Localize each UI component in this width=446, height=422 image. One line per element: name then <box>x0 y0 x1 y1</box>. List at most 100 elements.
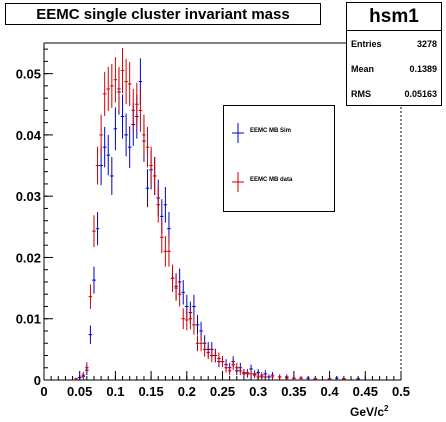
data-point-data <box>224 362 228 373</box>
data-point-data <box>234 362 239 373</box>
legend-label-data: EEMC MB data <box>250 177 293 183</box>
data-point-data <box>245 368 250 377</box>
y-tick-label: 0.05 <box>16 67 41 82</box>
data-point-data <box>292 376 296 380</box>
data-point-data <box>259 372 264 379</box>
data-point-data <box>152 156 157 195</box>
data-point-sim <box>181 280 186 305</box>
data-point-sim <box>334 376 339 380</box>
data-point-data <box>188 308 193 330</box>
data-point-data <box>202 342 207 357</box>
data-point-data <box>163 236 168 267</box>
data-point-data <box>88 284 93 309</box>
x-axis-label: GeV/c2 <box>350 404 388 419</box>
data-point-data <box>138 88 143 132</box>
data-point-data <box>120 47 125 94</box>
x-tick-label: 0.35 <box>281 384 306 399</box>
stats-label: RMS <box>351 88 371 99</box>
data-point-data <box>117 66 121 112</box>
data-point-data <box>149 146 153 185</box>
stats-label: Entries <box>351 38 382 49</box>
x-tick-label: 0.25 <box>210 384 235 399</box>
data-point-sim <box>92 266 96 294</box>
data-point-data <box>99 114 103 156</box>
y-tick-label: 0.04 <box>16 128 42 143</box>
y-tick-label: 0.03 <box>16 189 41 204</box>
stats-row-mean: Mean 0.1389 <box>347 56 441 81</box>
data-point-data <box>74 377 78 380</box>
legend-entry-sim: EEMC MB Sim <box>224 123 334 143</box>
data-point-sim <box>127 126 132 168</box>
data-point-data <box>192 315 196 335</box>
data-point-data <box>263 374 268 380</box>
data-point-data <box>106 66 111 112</box>
data-point-sim <box>106 134 111 176</box>
data-point-data <box>242 370 246 378</box>
legend-label-sim: EEMC MB Sim <box>250 128 292 134</box>
x-tick-label: 0.05 <box>67 384 92 399</box>
data-point-data <box>342 377 346 380</box>
data-point-data <box>185 309 189 331</box>
data-point-data <box>252 372 257 379</box>
legend-marker-sim <box>232 123 244 143</box>
data-point-data <box>177 281 182 307</box>
data-point-data <box>213 348 218 363</box>
data-point-data <box>249 370 253 378</box>
data-point-sim <box>356 377 360 380</box>
data-point-data <box>131 88 136 132</box>
stats-box: hsm1 Entries 3278 Mean 0.1389 RMS 0.0516… <box>346 2 442 106</box>
data-point-data <box>181 308 186 330</box>
data-point-data <box>299 376 303 380</box>
data-point-sim <box>120 94 125 139</box>
data-point-data <box>227 366 232 376</box>
x-tick-label: 0 <box>40 384 47 399</box>
data-point-data <box>81 372 86 379</box>
data-point-data <box>156 186 161 223</box>
data-point-data <box>220 356 225 368</box>
data-point-sim <box>88 325 93 344</box>
data-point-data <box>313 377 318 380</box>
data-point-sim <box>113 107 118 151</box>
data-point-data <box>160 221 164 254</box>
x-axis-label-superscript: 2 <box>384 404 389 413</box>
data-point-data <box>170 264 175 292</box>
data-point-data <box>145 126 150 168</box>
data-point-data <box>231 359 235 371</box>
data-point-sim <box>110 156 114 195</box>
data-point-data <box>85 362 89 374</box>
data-point-sim <box>195 315 200 335</box>
stats-row-entries: Entries 3278 <box>347 31 441 56</box>
data-point-data <box>102 71 107 116</box>
data-point-data <box>195 335 200 352</box>
x-tick-label: 0.5 <box>392 384 410 399</box>
data-point-data <box>127 61 132 107</box>
stats-value: 3278 <box>416 38 437 49</box>
data-point-data <box>210 348 214 363</box>
data-point-data <box>167 236 171 267</box>
data-point-data <box>277 374 282 380</box>
data-point-sim <box>306 376 310 380</box>
x-tick-label: 0.45 <box>353 384 378 399</box>
legend-marker-data <box>232 172 244 192</box>
data-point-data <box>135 82 139 126</box>
y-tick-label: 0.01 <box>16 312 41 327</box>
legend-entry-data: EEMC MB data <box>224 172 334 192</box>
data-point-sim <box>145 169 150 208</box>
data-point-sim <box>192 294 196 319</box>
x-tick-label: 0.2 <box>178 384 196 399</box>
data-point-data <box>206 345 211 360</box>
x-tick-label: 0.4 <box>321 384 340 399</box>
y-tick-label: 0 <box>34 373 41 388</box>
data-point-sim <box>267 374 271 380</box>
stats-histogram-name: hsm1 <box>347 3 441 31</box>
legend: EEMC MB Sim EEMC MB data <box>223 105 335 212</box>
x-tick-label: 0.15 <box>138 384 163 399</box>
data-point-data <box>113 57 118 103</box>
data-point-sim <box>163 186 168 223</box>
data-point-data <box>217 352 221 365</box>
x-tick-label: 0.3 <box>249 384 267 399</box>
data-point-data <box>199 335 203 352</box>
data-point-data <box>174 275 178 301</box>
x-axis-label-text: GeV/c <box>350 405 385 419</box>
